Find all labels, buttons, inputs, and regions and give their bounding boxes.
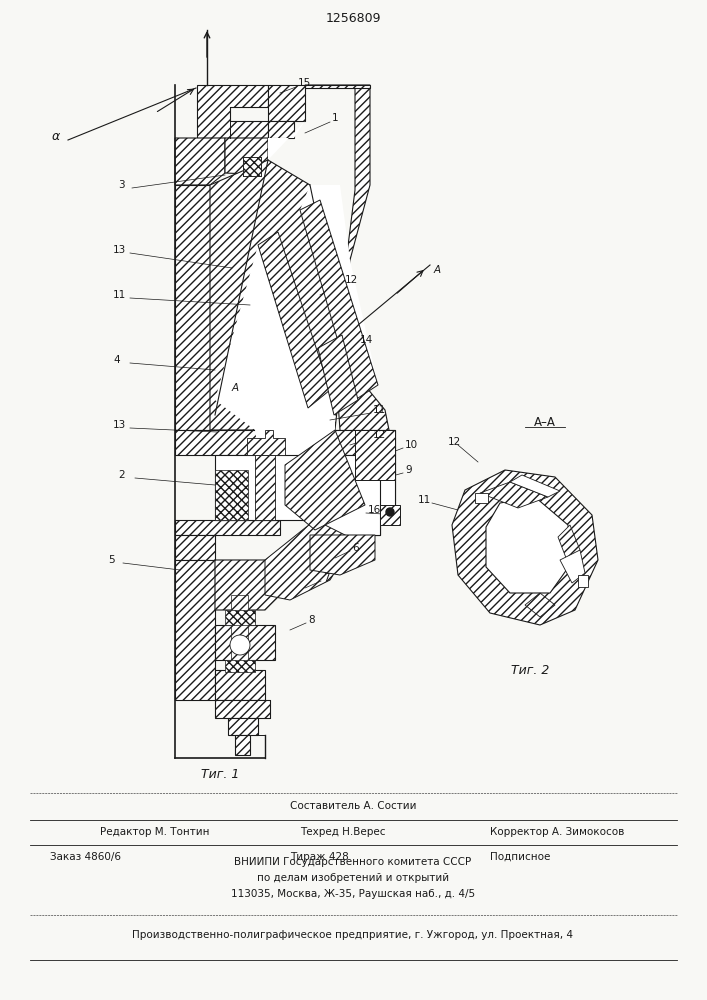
- Text: 4: 4: [113, 355, 119, 365]
- Text: 12: 12: [345, 275, 358, 285]
- Polygon shape: [318, 335, 358, 415]
- Text: 10: 10: [405, 440, 418, 450]
- Text: 13: 13: [113, 420, 127, 430]
- Text: 6: 6: [352, 543, 358, 553]
- Polygon shape: [268, 85, 305, 121]
- Circle shape: [230, 635, 250, 655]
- Polygon shape: [175, 520, 280, 535]
- Polygon shape: [258, 232, 330, 408]
- Text: 16: 16: [368, 505, 381, 515]
- Polygon shape: [510, 475, 560, 497]
- Text: Составитель А. Состии: Составитель А. Состии: [290, 801, 416, 811]
- Polygon shape: [355, 430, 395, 480]
- Polygon shape: [175, 535, 215, 560]
- Text: 14: 14: [360, 335, 373, 345]
- Polygon shape: [285, 430, 365, 530]
- Polygon shape: [215, 455, 395, 520]
- Text: по делам изобретений и открытий: по делам изобретений и открытий: [257, 873, 449, 883]
- Text: 8: 8: [308, 615, 315, 625]
- Text: 11: 11: [373, 405, 386, 415]
- Polygon shape: [197, 85, 268, 138]
- Text: 1: 1: [332, 113, 339, 123]
- Text: Производственно-полиграфическое предприятие, г. Ужгород, ул. Проектная, 4: Производственно-полиграфическое предприя…: [132, 930, 573, 940]
- Polygon shape: [315, 455, 380, 535]
- Polygon shape: [215, 670, 265, 700]
- Text: 9: 9: [405, 465, 411, 475]
- Text: A: A: [434, 265, 441, 275]
- Polygon shape: [525, 593, 555, 617]
- Polygon shape: [560, 550, 585, 583]
- Polygon shape: [215, 560, 280, 610]
- Polygon shape: [452, 470, 598, 625]
- Text: α: α: [52, 130, 60, 143]
- Text: ВНИИПИ Государственного комитета СССР: ВНИИПИ Государственного комитета СССР: [235, 857, 472, 867]
- Polygon shape: [228, 718, 258, 735]
- Polygon shape: [265, 520, 355, 600]
- Polygon shape: [210, 160, 345, 465]
- Text: 2: 2: [118, 470, 124, 480]
- Text: A: A: [232, 383, 239, 393]
- Polygon shape: [235, 735, 250, 755]
- Polygon shape: [175, 185, 210, 430]
- Text: 3: 3: [118, 180, 124, 190]
- Polygon shape: [486, 497, 570, 593]
- Polygon shape: [215, 470, 248, 520]
- Text: 12: 12: [373, 430, 386, 440]
- Text: A–A: A–A: [534, 416, 556, 428]
- Polygon shape: [225, 138, 268, 174]
- Polygon shape: [215, 700, 270, 718]
- Polygon shape: [175, 430, 395, 455]
- Text: 11: 11: [418, 495, 431, 505]
- Polygon shape: [243, 157, 261, 176]
- Text: Подписное: Подписное: [490, 852, 550, 862]
- Polygon shape: [315, 430, 395, 535]
- Polygon shape: [215, 160, 335, 465]
- Polygon shape: [225, 660, 255, 672]
- Text: 5: 5: [108, 555, 115, 565]
- Polygon shape: [225, 610, 255, 625]
- Polygon shape: [231, 595, 248, 670]
- Polygon shape: [215, 625, 275, 660]
- Text: 12: 12: [448, 437, 461, 447]
- Circle shape: [386, 508, 394, 516]
- Text: Корректор А. Зимокосов: Корректор А. Зимокосов: [490, 827, 624, 837]
- Text: 13: 13: [113, 245, 127, 255]
- Polygon shape: [310, 535, 375, 575]
- Text: 15: 15: [298, 78, 311, 88]
- Polygon shape: [558, 525, 580, 563]
- Text: Техред Н.Верес: Техред Н.Верес: [300, 827, 385, 837]
- Text: 1256809: 1256809: [325, 11, 381, 24]
- Polygon shape: [175, 138, 225, 185]
- Polygon shape: [300, 200, 378, 400]
- Text: 7: 7: [323, 573, 329, 583]
- Polygon shape: [380, 505, 400, 525]
- Polygon shape: [305, 85, 390, 468]
- Polygon shape: [300, 185, 378, 400]
- Text: Заказ 4860/6: Заказ 4860/6: [50, 852, 121, 862]
- Polygon shape: [268, 121, 305, 160]
- Polygon shape: [175, 560, 215, 700]
- Text: Редактор М. Тонтин: Редактор М. Тонтин: [100, 827, 209, 837]
- Text: Τиг. 1: Τиг. 1: [201, 768, 239, 782]
- Text: Τиг. 2: Τиг. 2: [511, 664, 549, 676]
- Text: 113035, Москва, Ж-35, Раушская наб., д. 4/5: 113035, Москва, Ж-35, Раушская наб., д. …: [231, 889, 475, 899]
- Polygon shape: [268, 121, 294, 138]
- Polygon shape: [480, 482, 548, 508]
- Polygon shape: [247, 430, 285, 455]
- Polygon shape: [305, 85, 370, 88]
- Polygon shape: [578, 575, 588, 587]
- Polygon shape: [475, 493, 488, 503]
- Text: Тираж 428: Тираж 428: [290, 852, 349, 862]
- Text: 11: 11: [113, 290, 127, 300]
- Polygon shape: [255, 455, 275, 520]
